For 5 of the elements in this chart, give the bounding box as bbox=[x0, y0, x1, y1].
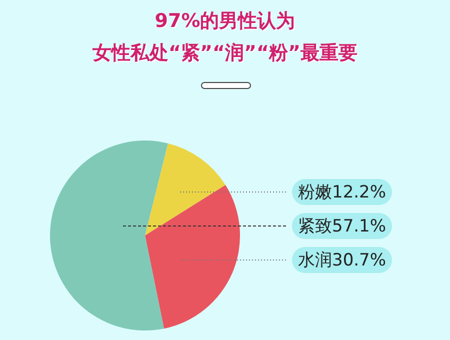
chart-subtitle: 女性私处“紧”“润”“粉”最重要 bbox=[92, 41, 358, 66]
slice-label: 粉嫩12.2% bbox=[298, 182, 386, 202]
chart-title: 97%的男性认为 bbox=[154, 9, 296, 34]
slice-label: 紧致57.1% bbox=[298, 216, 386, 236]
slice-label: 水润30.7% bbox=[298, 250, 386, 270]
